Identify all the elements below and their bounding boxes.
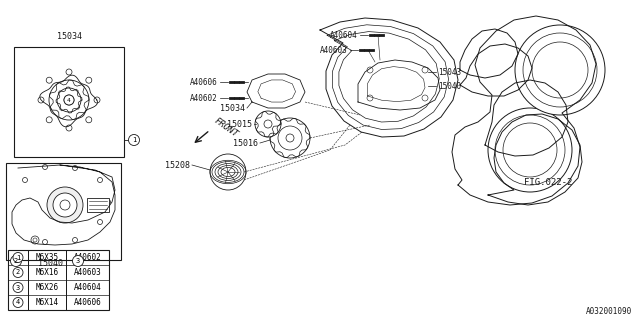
Circle shape: [515, 25, 605, 115]
Text: A40606: A40606: [190, 77, 218, 86]
Circle shape: [532, 42, 588, 98]
Text: A40606: A40606: [74, 298, 101, 307]
Text: 3: 3: [76, 258, 80, 264]
Text: A40604: A40604: [330, 30, 358, 39]
Circle shape: [210, 154, 246, 190]
Text: 15040: 15040: [38, 259, 63, 268]
Circle shape: [495, 115, 565, 185]
Circle shape: [488, 108, 572, 192]
Circle shape: [10, 255, 22, 267]
Text: 15040: 15040: [438, 82, 461, 91]
Circle shape: [13, 283, 23, 292]
Text: A40602: A40602: [190, 93, 218, 102]
Bar: [6, 163, 121, 260]
Bar: [8, 250, 109, 310]
Text: 15034: 15034: [56, 32, 81, 41]
Circle shape: [72, 255, 83, 267]
Text: 2: 2: [14, 258, 18, 264]
Text: 3: 3: [16, 284, 20, 291]
Text: A40602: A40602: [74, 253, 101, 262]
Circle shape: [129, 134, 140, 146]
Circle shape: [64, 95, 74, 105]
Text: 15208: 15208: [165, 161, 190, 170]
Text: A40603: A40603: [320, 45, 348, 54]
Text: M6X14: M6X14: [35, 298, 59, 307]
Text: 1: 1: [132, 137, 136, 143]
Circle shape: [270, 118, 310, 158]
Circle shape: [47, 187, 83, 223]
Circle shape: [278, 126, 302, 150]
Text: 15043: 15043: [438, 68, 461, 76]
Text: M6X35: M6X35: [35, 253, 59, 262]
Text: 15034: 15034: [220, 103, 245, 113]
Text: M6X26: M6X26: [35, 283, 59, 292]
Text: 2: 2: [16, 269, 20, 276]
Circle shape: [13, 268, 23, 277]
Text: FIG.022-2: FIG.022-2: [524, 178, 572, 187]
Text: A032001090: A032001090: [586, 307, 632, 316]
Text: A40603: A40603: [74, 268, 101, 277]
Bar: [87, 198, 109, 212]
Text: 15016: 15016: [233, 139, 258, 148]
Text: 1: 1: [16, 254, 20, 260]
Circle shape: [255, 111, 281, 137]
Circle shape: [503, 123, 557, 177]
Text: M6X16: M6X16: [35, 268, 59, 277]
Text: 4: 4: [16, 300, 20, 306]
Text: 15015: 15015: [227, 119, 252, 129]
Circle shape: [53, 193, 77, 217]
Circle shape: [13, 252, 23, 262]
Circle shape: [523, 33, 597, 107]
Text: FRONT: FRONT: [212, 116, 239, 140]
Circle shape: [13, 298, 23, 308]
Text: A40604: A40604: [74, 283, 101, 292]
Text: 4: 4: [67, 98, 71, 102]
Bar: [14, 47, 124, 157]
